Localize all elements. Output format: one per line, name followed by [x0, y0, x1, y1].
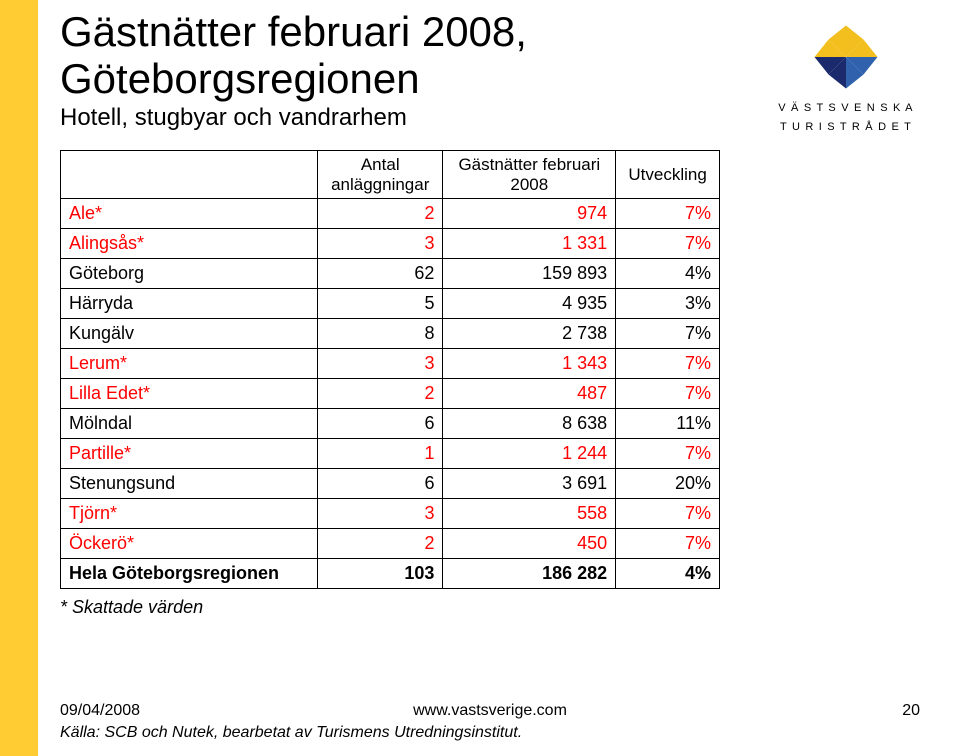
cell-utv: 3% [616, 289, 720, 319]
table-row: Lilla Edet*24877% [61, 379, 720, 409]
cell-gast: 4 935 [443, 289, 616, 319]
title-line2: Göteborgsregionen [60, 55, 420, 102]
slide: V Ä S T S V E N S K A T U R I S T R Å D … [0, 0, 960, 756]
cell-name: Lerum* [61, 349, 318, 379]
header-antal-l2: anläggningar [331, 175, 429, 194]
cell-name: Lilla Edet* [61, 379, 318, 409]
cell-gast: 450 [443, 529, 616, 559]
header-gast-l2: 2008 [510, 175, 548, 194]
cell-antal: 103 [318, 559, 443, 589]
table-row: Göteborg62159 8934% [61, 259, 720, 289]
content-area: Gästnätter februari 2008, Göteborgsregio… [60, 8, 930, 618]
cell-name: Öckerö* [61, 529, 318, 559]
header-utveckling: Utveckling [616, 151, 720, 199]
cell-utv: 7% [616, 199, 720, 229]
cell-antal: 6 [318, 469, 443, 499]
table-row: Ale*29747% [61, 199, 720, 229]
cell-name: Partille* [61, 439, 318, 469]
cell-name: Kungälv [61, 319, 318, 349]
cell-gast: 1 331 [443, 229, 616, 259]
cell-gast: 186 282 [443, 559, 616, 589]
cell-antal: 1 [318, 439, 443, 469]
cell-gast: 3 691 [443, 469, 616, 499]
data-table: Antal anläggningar Gästnätter februari 2… [60, 150, 720, 589]
table-total-row: Hela Göteborgsregionen103186 2824% [61, 559, 720, 589]
table-row: Mölndal68 63811% [61, 409, 720, 439]
cell-gast: 2 738 [443, 319, 616, 349]
cell-name: Ale* [61, 199, 318, 229]
title-line1: Gästnätter februari 2008, [60, 8, 527, 55]
table-row: Härryda54 9353% [61, 289, 720, 319]
cell-name: Stenungsund [61, 469, 318, 499]
cell-utv: 7% [616, 319, 720, 349]
cell-gast: 974 [443, 199, 616, 229]
cell-antal: 3 [318, 229, 443, 259]
table-row: Kungälv82 7387% [61, 319, 720, 349]
header-gast-l1: Gästnätter februari [458, 155, 600, 174]
footnote: * Skattade värden [60, 597, 930, 618]
title: Gästnätter februari 2008, Göteborgsregio… [60, 8, 930, 102]
table-row: Stenungsund63 69120% [61, 469, 720, 499]
cell-utv: 20% [616, 469, 720, 499]
header-gastnatter: Gästnätter februari 2008 [443, 151, 616, 199]
cell-utv: 7% [616, 529, 720, 559]
cell-antal: 3 [318, 349, 443, 379]
cell-antal: 2 [318, 379, 443, 409]
cell-gast: 159 893 [443, 259, 616, 289]
cell-name: Mölndal [61, 409, 318, 439]
footer-source: Källa: SCB och Nutek, bearbetat av Turis… [60, 720, 920, 742]
cell-gast: 558 [443, 499, 616, 529]
table-row: Lerum*31 3437% [61, 349, 720, 379]
cell-antal: 2 [318, 529, 443, 559]
cell-antal: 3 [318, 499, 443, 529]
footer-url: www.vastsverige.com [413, 702, 567, 720]
table-header-row: Antal anläggningar Gästnätter februari 2… [61, 151, 720, 199]
cell-utv: 7% [616, 499, 720, 529]
cell-name: Alingsås* [61, 229, 318, 259]
cell-gast: 487 [443, 379, 616, 409]
cell-gast: 1 244 [443, 439, 616, 469]
cell-antal: 8 [318, 319, 443, 349]
cell-utv: 4% [616, 559, 720, 589]
left-accent-bar [0, 0, 38, 756]
cell-name: Tjörn* [61, 499, 318, 529]
subtitle: Hotell, stugbyar och vandrarhem [60, 104, 930, 132]
cell-utv: 7% [616, 229, 720, 259]
header-antal: Antal anläggningar [318, 151, 443, 199]
table-row: Alingsås*31 3317% [61, 229, 720, 259]
footer: 09/04/2008 www.vastsverige.com 20 Källa:… [60, 702, 920, 742]
cell-utv: 7% [616, 349, 720, 379]
cell-antal: 5 [318, 289, 443, 319]
cell-gast: 8 638 [443, 409, 616, 439]
cell-utv: 7% [616, 379, 720, 409]
cell-name: Göteborg [61, 259, 318, 289]
cell-antal: 62 [318, 259, 443, 289]
cell-antal: 6 [318, 409, 443, 439]
header-antal-l1: Antal [361, 155, 400, 174]
cell-antal: 2 [318, 199, 443, 229]
cell-utv: 7% [616, 439, 720, 469]
table-row: Öckerö*24507% [61, 529, 720, 559]
cell-gast: 1 343 [443, 349, 616, 379]
cell-utv: 4% [616, 259, 720, 289]
table-row: Partille*11 2447% [61, 439, 720, 469]
cell-name: Hela Göteborgsregionen [61, 559, 318, 589]
table-row: Tjörn*35587% [61, 499, 720, 529]
footer-page: 20 [902, 702, 920, 720]
cell-utv: 11% [616, 409, 720, 439]
header-blank [61, 151, 318, 199]
footer-date: 09/04/2008 [60, 702, 140, 720]
cell-name: Härryda [61, 289, 318, 319]
